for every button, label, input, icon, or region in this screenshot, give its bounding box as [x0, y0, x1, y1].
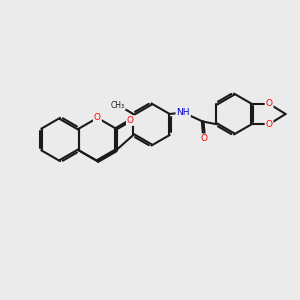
Text: O: O: [201, 134, 208, 143]
Text: O: O: [266, 120, 273, 129]
Text: O: O: [127, 116, 134, 125]
Text: CH₃: CH₃: [111, 100, 125, 109]
Text: NH: NH: [176, 108, 190, 117]
Text: O: O: [94, 113, 101, 122]
Text: O: O: [266, 99, 273, 108]
